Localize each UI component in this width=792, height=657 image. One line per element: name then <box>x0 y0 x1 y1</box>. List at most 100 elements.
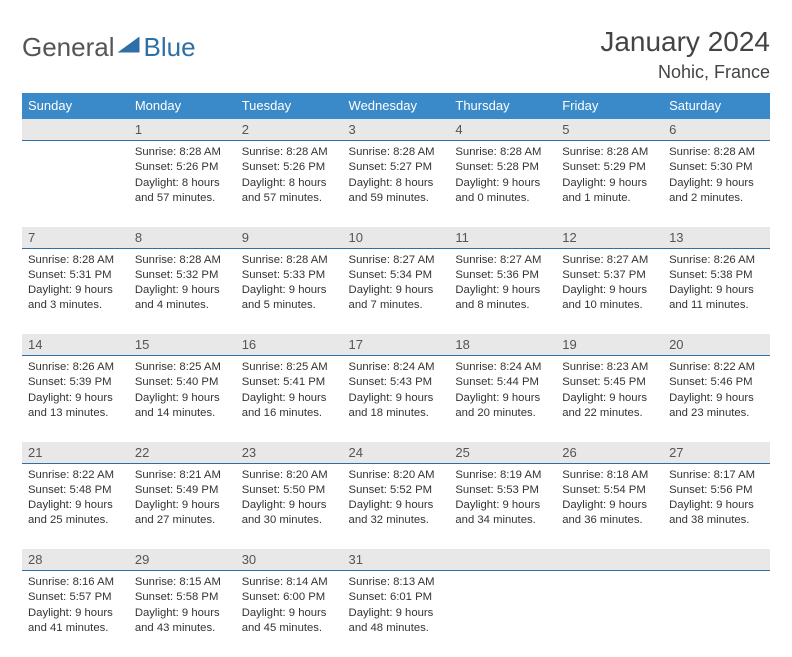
day-sunset: Sunset: 5:40 PM <box>135 375 230 390</box>
day-sunset: Sunset: 5:43 PM <box>349 375 444 390</box>
day-number: 16 <box>236 334 343 356</box>
calendar-table: Sunday Monday Tuesday Wednesday Thursday… <box>22 93 770 657</box>
day-number: 29 <box>129 549 236 571</box>
day-text: Sunrise: 8:27 AMSunset: 5:36 PMDaylight:… <box>449 249 556 314</box>
col-saturday: Saturday <box>663 93 770 119</box>
day-daylight: Daylight: 9 hours and 41 minutes. <box>28 606 123 637</box>
day-cell <box>22 141 129 227</box>
day-number: 15 <box>129 334 236 356</box>
day-number: 7 <box>22 227 129 249</box>
day-daylight: Daylight: 9 hours and 5 minutes. <box>242 283 337 314</box>
day-number <box>449 549 556 571</box>
day-text: Sunrise: 8:20 AMSunset: 5:52 PMDaylight:… <box>343 464 450 529</box>
daynum-row: 78910111213 <box>22 227 770 249</box>
day-text: Sunrise: 8:20 AMSunset: 5:50 PMDaylight:… <box>236 464 343 529</box>
day-daylight: Daylight: 9 hours and 1 minute. <box>562 176 657 207</box>
day-daylight: Daylight: 9 hours and 22 minutes. <box>562 391 657 422</box>
day-daylight: Daylight: 9 hours and 11 minutes. <box>669 283 764 314</box>
day-cell: Sunrise: 8:24 AMSunset: 5:43 PMDaylight:… <box>343 356 450 442</box>
day-sunrise: Sunrise: 8:28 AM <box>562 145 657 160</box>
day-cell: Sunrise: 8:25 AMSunset: 5:40 PMDaylight:… <box>129 356 236 442</box>
day-text: Sunrise: 8:28 AMSunset: 5:26 PMDaylight:… <box>129 141 236 206</box>
day-daylight: Daylight: 9 hours and 48 minutes. <box>349 606 444 637</box>
calendar-head: Sunday Monday Tuesday Wednesday Thursday… <box>22 93 770 119</box>
day-number: 28 <box>22 549 129 571</box>
day-cell: Sunrise: 8:27 AMSunset: 5:36 PMDaylight:… <box>449 248 556 334</box>
day-text <box>22 141 129 145</box>
day-text: Sunrise: 8:22 AMSunset: 5:48 PMDaylight:… <box>22 464 129 529</box>
day-daylight: Daylight: 9 hours and 16 minutes. <box>242 391 337 422</box>
day-number <box>22 119 129 141</box>
day-sunrise: Sunrise: 8:22 AM <box>669 360 764 375</box>
day-sunset: Sunset: 5:41 PM <box>242 375 337 390</box>
day-number: 1 <box>129 119 236 141</box>
day-text: Sunrise: 8:25 AMSunset: 5:40 PMDaylight:… <box>129 356 236 421</box>
day-text: Sunrise: 8:25 AMSunset: 5:41 PMDaylight:… <box>236 356 343 421</box>
day-daylight: Daylight: 9 hours and 25 minutes. <box>28 498 123 529</box>
day-number: 30 <box>236 549 343 571</box>
day-daylight: Daylight: 9 hours and 30 minutes. <box>242 498 337 529</box>
day-daylight: Daylight: 9 hours and 2 minutes. <box>669 176 764 207</box>
day-cell: Sunrise: 8:28 AMSunset: 5:31 PMDaylight:… <box>22 248 129 334</box>
day-cell: Sunrise: 8:22 AMSunset: 5:46 PMDaylight:… <box>663 356 770 442</box>
page-header: GeneralBlue January 2024 Nohic, France <box>22 26 770 83</box>
day-sunrise: Sunrise: 8:13 AM <box>349 575 444 590</box>
day-number: 10 <box>343 227 450 249</box>
day-content-row: Sunrise: 8:28 AMSunset: 5:31 PMDaylight:… <box>22 248 770 334</box>
day-sunset: Sunset: 5:36 PM <box>455 268 550 283</box>
day-number: 3 <box>343 119 450 141</box>
day-cell: Sunrise: 8:13 AMSunset: 6:01 PMDaylight:… <box>343 571 450 657</box>
day-sunrise: Sunrise: 8:26 AM <box>28 360 123 375</box>
day-number: 21 <box>22 442 129 464</box>
day-sunset: Sunset: 5:27 PM <box>349 160 444 175</box>
day-sunrise: Sunrise: 8:25 AM <box>135 360 230 375</box>
day-text: Sunrise: 8:24 AMSunset: 5:44 PMDaylight:… <box>449 356 556 421</box>
day-number: 6 <box>663 119 770 141</box>
day-cell: Sunrise: 8:22 AMSunset: 5:48 PMDaylight:… <box>22 463 129 549</box>
day-daylight: Daylight: 9 hours and 43 minutes. <box>135 606 230 637</box>
day-sunrise: Sunrise: 8:28 AM <box>242 145 337 160</box>
day-sunset: Sunset: 5:30 PM <box>669 160 764 175</box>
day-cell: Sunrise: 8:28 AMSunset: 5:27 PMDaylight:… <box>343 141 450 227</box>
col-sunday: Sunday <box>22 93 129 119</box>
day-text: Sunrise: 8:17 AMSunset: 5:56 PMDaylight:… <box>663 464 770 529</box>
day-number: 27 <box>663 442 770 464</box>
day-sunrise: Sunrise: 8:27 AM <box>455 253 550 268</box>
day-sunset: Sunset: 5:49 PM <box>135 483 230 498</box>
day-number: 13 <box>663 227 770 249</box>
col-tuesday: Tuesday <box>236 93 343 119</box>
day-daylight: Daylight: 9 hours and 27 minutes. <box>135 498 230 529</box>
day-text: Sunrise: 8:28 AMSunset: 5:32 PMDaylight:… <box>129 249 236 314</box>
day-number: 20 <box>663 334 770 356</box>
day-cell: Sunrise: 8:27 AMSunset: 5:37 PMDaylight:… <box>556 248 663 334</box>
brand-part2: Blue <box>144 32 196 63</box>
day-daylight: Daylight: 9 hours and 32 minutes. <box>349 498 444 529</box>
day-sunset: Sunset: 5:26 PM <box>135 160 230 175</box>
day-sunset: Sunset: 5:26 PM <box>242 160 337 175</box>
daynum-row: 123456 <box>22 119 770 141</box>
day-content-row: Sunrise: 8:22 AMSunset: 5:48 PMDaylight:… <box>22 463 770 549</box>
day-number: 25 <box>449 442 556 464</box>
day-daylight: Daylight: 9 hours and 20 minutes. <box>455 391 550 422</box>
daynum-row: 14151617181920 <box>22 334 770 356</box>
day-text: Sunrise: 8:28 AMSunset: 5:28 PMDaylight:… <box>449 141 556 206</box>
day-number: 14 <box>22 334 129 356</box>
col-friday: Friday <box>556 93 663 119</box>
day-daylight: Daylight: 8 hours and 59 minutes. <box>349 176 444 207</box>
col-wednesday: Wednesday <box>343 93 450 119</box>
day-cell: Sunrise: 8:28 AMSunset: 5:30 PMDaylight:… <box>663 141 770 227</box>
day-cell <box>663 571 770 657</box>
day-daylight: Daylight: 9 hours and 23 minutes. <box>669 391 764 422</box>
day-text: Sunrise: 8:16 AMSunset: 5:57 PMDaylight:… <box>22 571 129 636</box>
day-cell: Sunrise: 8:28 AMSunset: 5:33 PMDaylight:… <box>236 248 343 334</box>
day-text: Sunrise: 8:19 AMSunset: 5:53 PMDaylight:… <box>449 464 556 529</box>
day-sunset: Sunset: 5:52 PM <box>349 483 444 498</box>
day-number: 23 <box>236 442 343 464</box>
day-cell: Sunrise: 8:26 AMSunset: 5:39 PMDaylight:… <box>22 356 129 442</box>
day-cell: Sunrise: 8:28 AMSunset: 5:28 PMDaylight:… <box>449 141 556 227</box>
day-text <box>449 571 556 575</box>
day-cell: Sunrise: 8:26 AMSunset: 5:38 PMDaylight:… <box>663 248 770 334</box>
day-sunset: Sunset: 5:29 PM <box>562 160 657 175</box>
day-number: 22 <box>129 442 236 464</box>
day-sunset: Sunset: 5:50 PM <box>242 483 337 498</box>
